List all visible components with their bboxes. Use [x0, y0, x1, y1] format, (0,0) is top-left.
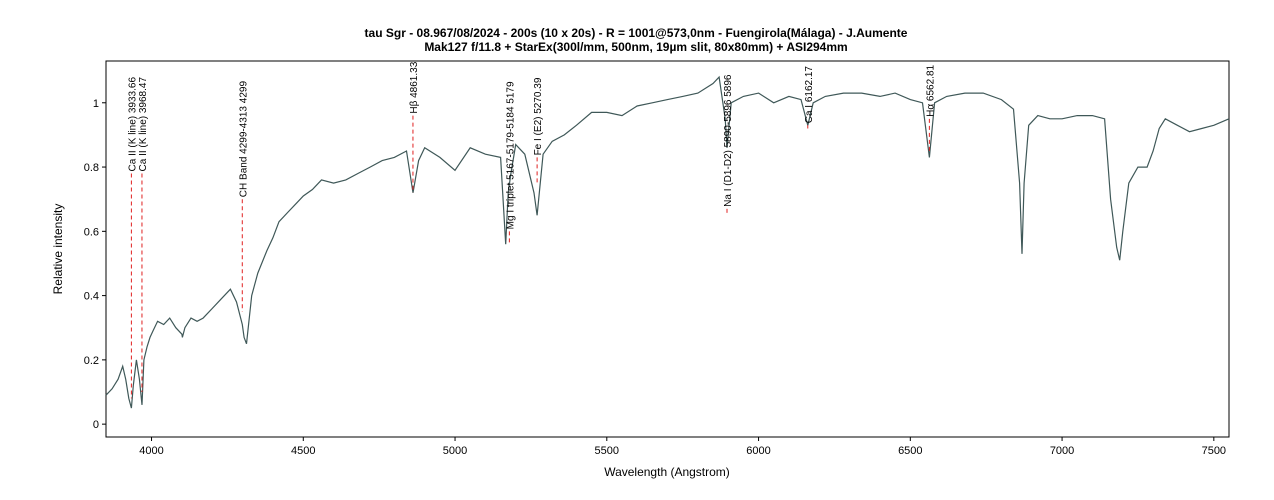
y-tick-label: 1 — [93, 98, 99, 110]
line-marker-label: Ca I 6162.17 — [804, 66, 815, 124]
x-tick-label: 6000 — [746, 445, 770, 457]
x-tick-label: 5000 — [443, 445, 467, 457]
plot-frame — [105, 60, 1230, 438]
line-marker-label: Ca II (K line) 3968.47 — [138, 77, 149, 172]
x-tick-label: 6500 — [898, 445, 922, 457]
x-axis-label: Wavelength (Angstrom) — [604, 465, 730, 479]
y-axis: 0 0.2 0.4 0.6 0.8 1 — [84, 98, 106, 431]
line-marker-label: Mg I triplet 5167-5179-5184 5179 — [505, 81, 516, 229]
x-tick-label: 5500 — [595, 445, 619, 457]
spectrum-series-line — [105, 75, 1230, 409]
line-marker-label: Ca II (K line) 3933.66 — [127, 77, 138, 172]
x-tick-label: 7000 — [1050, 445, 1074, 457]
y-tick-label: 0.4 — [84, 291, 99, 303]
line-marker-label: Hα 6562.81 — [925, 64, 936, 116]
y-tick-label: 0.8 — [84, 162, 99, 174]
y-tick-label: 0 — [93, 419, 99, 431]
chart-subtitle: Mak127 f/11.8 + StarEx(300l/mm, 500nm, 1… — [424, 40, 847, 54]
line-marker-label: Hβ 4861.33 — [409, 61, 420, 113]
x-tick-label: 7500 — [1202, 445, 1226, 457]
x-tick-label: 4000 — [139, 445, 163, 457]
line-identifications: Ca II (K line) 3933.66 Ca II (K line) 396… — [127, 61, 936, 399]
line-marker-label: CH Band 4299-4313 4299 — [238, 81, 249, 198]
line-marker-label: Fe I (E2) 5270.39 — [533, 77, 544, 155]
y-tick-label: 0.2 — [84, 355, 99, 367]
y-tick-label: 0.6 — [84, 226, 99, 238]
x-axis: 4000 4500 5000 5500 6000 6500 7000 7500 — [139, 437, 1226, 457]
x-tick-label: 4500 — [291, 445, 315, 457]
y-axis-label: Relative intensity — [51, 204, 65, 295]
chart-title: tau Sgr - 08.967/08/2024 - 200s (10 x 20… — [365, 26, 908, 40]
line-marker-label: Na I (D1-D2) 5890-5896 5896 — [723, 74, 734, 207]
